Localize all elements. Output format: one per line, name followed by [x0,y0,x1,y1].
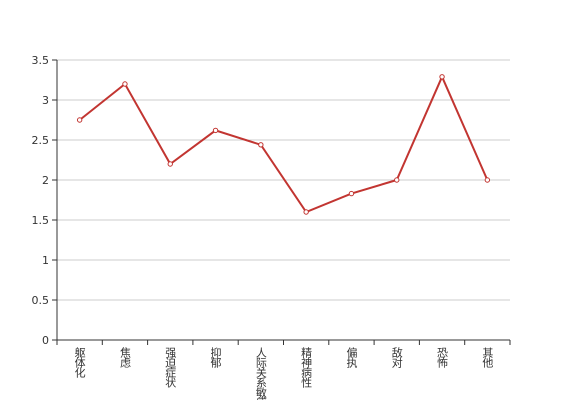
y-tick-label: 0.5 [32,294,50,307]
point [394,177,400,183]
point [122,81,128,87]
point [484,177,491,183]
y-tick-label: 0 [42,334,49,347]
y-tick-label: 1.5 [32,214,50,227]
y-tick-label: 2 [42,174,49,187]
x-tick-label: 人际关系敏感 [254,347,267,400]
y-tick-label: 2.5 [32,134,50,147]
y-tick-label: 3 [42,94,49,107]
x-tick-label: 躯体化 [73,347,86,379]
x-tick-label: 焦虑 [118,347,131,368]
x-tick-label: 敌对 [390,346,403,368]
point [212,127,219,134]
x-tick-label: 精神病性 [300,347,313,389]
x-tick-label: 强迫症状 [164,347,177,388]
x-tick-label: 恐怖 [436,347,449,368]
line [79,74,489,214]
x-tick-label: 偏执 [345,346,358,369]
x-tick-label: 抑郁 [209,346,222,368]
y-tick-label: 3.5 [32,54,50,67]
point [348,190,355,197]
point [167,161,173,167]
point [439,74,445,80]
x-tick-label: 其他 [481,347,494,368]
point [303,209,309,215]
point [258,142,264,148]
y-tick-label: 1 [42,254,49,267]
point [76,117,83,123]
